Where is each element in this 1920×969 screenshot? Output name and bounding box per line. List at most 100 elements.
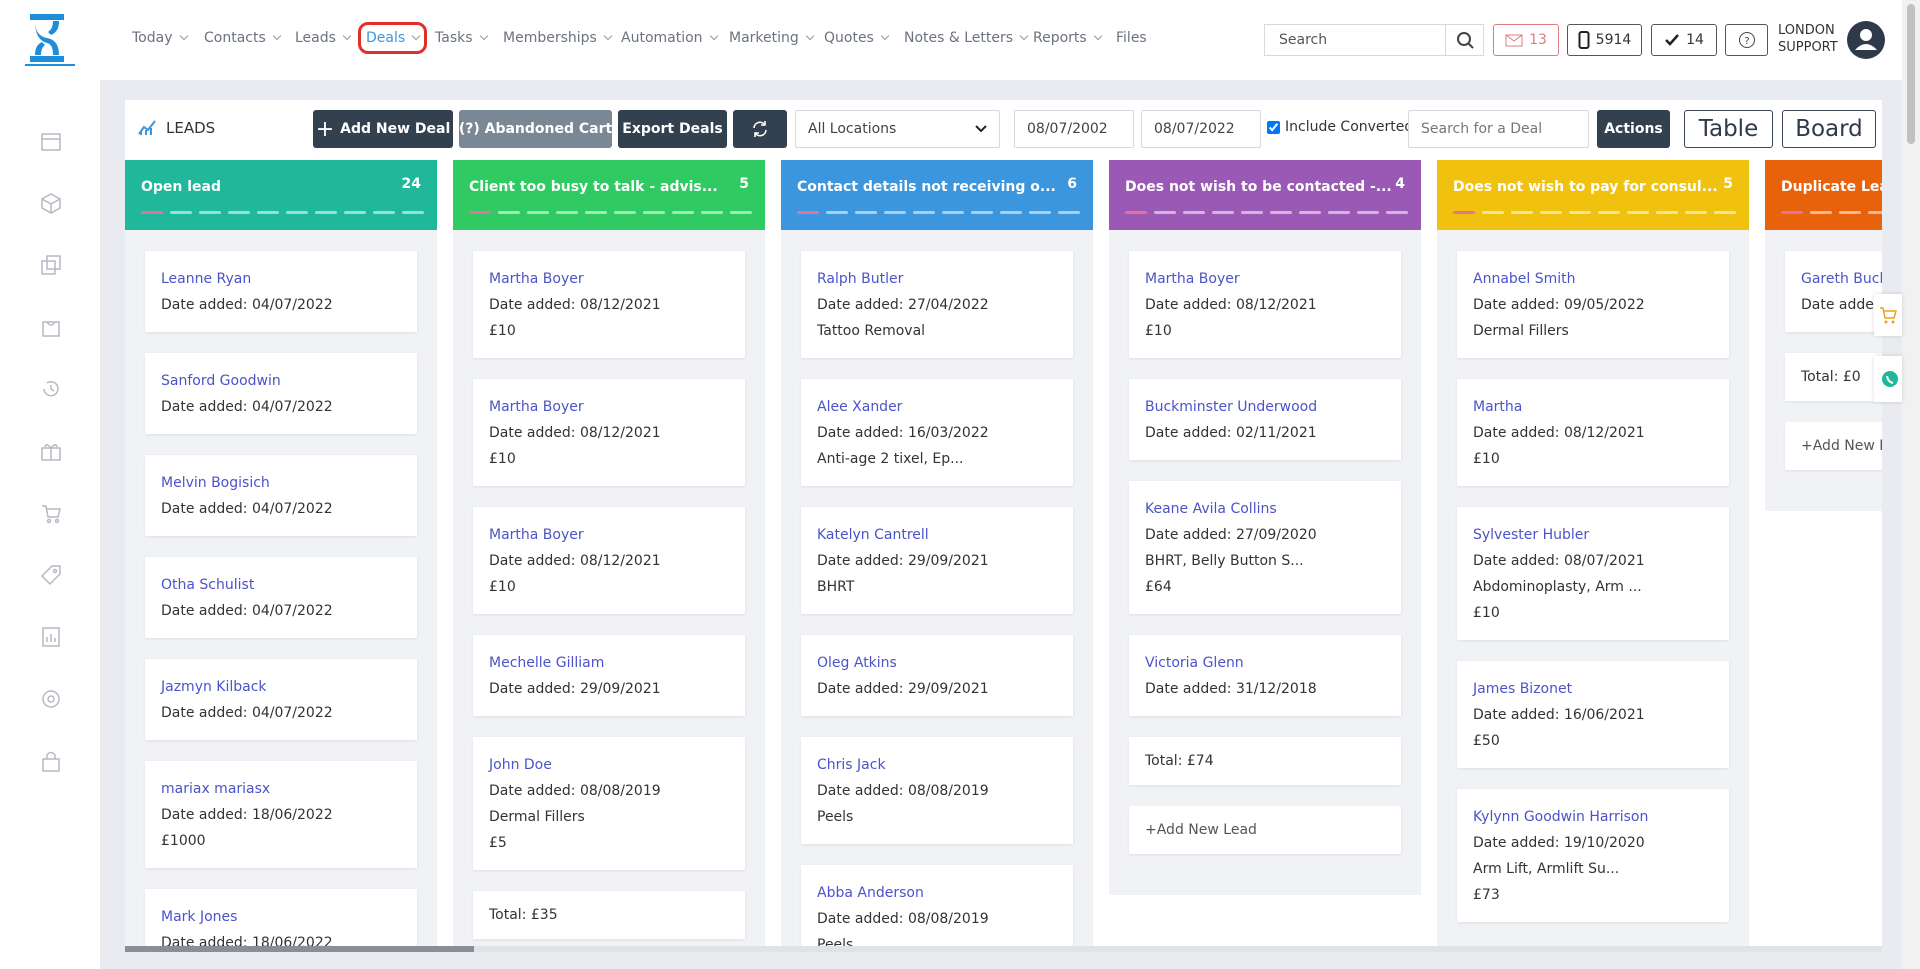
deal-name[interactable]: Kylynn Goodwin Harrison	[1473, 809, 1649, 825]
deal-card[interactable]: Mark Jones Date added: 18/06/2022	[145, 889, 417, 946]
include-converted[interactable]: Include Converted	[1267, 119, 1413, 135]
nav-item[interactable]: Contacts	[204, 30, 280, 46]
avatar[interactable]	[1846, 20, 1886, 60]
deal-name[interactable]: Gareth Buck	[1801, 271, 1882, 287]
deal-card[interactable]: Oleg Atkins Date added: 29/09/2021	[801, 635, 1073, 716]
nav-item[interactable]: Memberships	[503, 30, 611, 46]
deal-name[interactable]: Chris Jack	[817, 757, 886, 773]
deal-card[interactable]: Keane Avila Collins Date added: 27/09/202…	[1129, 481, 1401, 614]
location-select[interactable]: All Locations	[795, 110, 1000, 148]
nav-item[interactable]: Tasks	[435, 30, 487, 46]
support-icon[interactable]	[40, 688, 62, 710]
deal-card[interactable]: Kylynn Goodwin Harrison Date added: 19/10…	[1457, 789, 1729, 922]
deal-card[interactable]: Martha Boyer Date added: 08/12/2021 £10	[473, 507, 745, 614]
v-scrollbar[interactable]	[1902, 0, 1920, 969]
table-view-button[interactable]: Table	[1684, 110, 1773, 148]
deal-card[interactable]: Gareth Buck Date added:	[1785, 251, 1882, 332]
deal-card[interactable]: Melvin Bogisich Date added: 04/07/2022	[145, 455, 417, 536]
mail-button[interactable]: 13	[1493, 24, 1559, 56]
nav-item[interactable]: Reports	[1033, 30, 1101, 46]
cart-tab[interactable]	[1874, 294, 1902, 336]
deal-name[interactable]: Abba Anderson	[817, 885, 924, 901]
deal-card[interactable]: Martha Boyer Date added: 08/12/2021 £10	[1129, 251, 1401, 358]
bag-icon[interactable]	[40, 316, 62, 338]
deal-card[interactable]: Martha Boyer Date added: 08/12/2021 £10	[473, 251, 745, 358]
deal-name[interactable]: Oleg Atkins	[817, 655, 897, 671]
phone-tab[interactable]	[1874, 356, 1902, 402]
deal-name[interactable]: Ralph Butler	[817, 271, 904, 287]
deal-name[interactable]: Katelyn Cantrell	[817, 527, 929, 543]
add-lead-label[interactable]: +Add New Lead	[1801, 438, 1882, 454]
logo[interactable]	[25, 12, 75, 68]
tasks-button[interactable]: 14	[1651, 24, 1717, 56]
nav-item[interactable]: Marketing	[729, 30, 813, 46]
deal-card[interactable]: Jazmyn Kilback Date added: 04/07/2022	[145, 659, 417, 740]
gift-icon[interactable]	[40, 440, 62, 462]
deal-card[interactable]: Buckminster Underwood Date added: 02/11/2…	[1129, 379, 1401, 460]
deal-name[interactable]: Melvin Bogisich	[161, 475, 270, 491]
deal-name[interactable]: Alee Xander	[817, 399, 903, 415]
deal-name[interactable]: James Bizonet	[1473, 681, 1573, 697]
deal-name[interactable]: mariax mariasx	[161, 781, 271, 797]
deal-card[interactable]: Otha Schulist Date added: 04/07/2022	[145, 557, 417, 638]
phone-button[interactable]: 5914	[1567, 24, 1642, 56]
abandoned-cart-button[interactable]: (?) Abandoned Cart	[459, 110, 612, 148]
deal-name[interactable]: Mechelle Gilliam	[489, 655, 605, 671]
nav-item[interactable]: Files	[1116, 30, 1147, 46]
deal-name[interactable]: Martha Boyer	[489, 399, 584, 415]
deal-card[interactable]: Leanne Ryan Date added: 04/07/2022	[145, 251, 417, 332]
history-icon[interactable]	[40, 378, 62, 400]
deal-name[interactable]: Annabel Smith	[1473, 271, 1576, 287]
nav-item[interactable]: Automation	[621, 30, 717, 46]
deal-name[interactable]: Martha Boyer	[489, 527, 584, 543]
deal-name[interactable]: Keane Avila Collins	[1145, 501, 1277, 517]
deal-card[interactable]: Annabel Smith Date added: 09/05/2022 Derma…	[1457, 251, 1729, 358]
h-scrollbar[interactable]	[125, 946, 1882, 952]
deal-name[interactable]: Leanne Ryan	[161, 271, 252, 287]
deal-name[interactable]: Jazmyn Kilback	[161, 679, 267, 695]
deal-card[interactable]: Abba Anderson Date added: 08/08/2019 Peels	[801, 865, 1073, 946]
deal-card[interactable]: mariax mariasx Date added: 18/06/2022 £100…	[145, 761, 417, 868]
deal-name[interactable]: Mark Jones	[161, 909, 238, 925]
nav-item[interactable]: Leads	[295, 30, 350, 46]
box-icon[interactable]	[40, 192, 62, 214]
copy-icon[interactable]	[40, 254, 62, 276]
deal-card[interactable]: Alee Xander Date added: 16/03/2022 Anti-ag…	[801, 379, 1073, 486]
help-button[interactable]: ?	[1725, 24, 1768, 56]
deal-name[interactable]: Martha Boyer	[489, 271, 584, 287]
add-deal-button[interactable]: + Add New Deal	[313, 110, 453, 148]
nav-item[interactable]: Quotes	[824, 30, 888, 46]
add-lead-card[interactable]: +Add New Lead	[1129, 806, 1401, 854]
cart-icon[interactable]	[40, 502, 62, 524]
deal-card[interactable]: Martha Date added: 08/12/2021 £10	[1457, 379, 1729, 486]
actions-button[interactable]: Actions	[1597, 110, 1670, 148]
deal-card[interactable]: Victoria Glenn Date added: 31/12/2018	[1129, 635, 1401, 716]
date-from[interactable]: 08/07/2002	[1014, 110, 1134, 148]
date-to[interactable]: 08/07/2022	[1141, 110, 1261, 148]
report-icon[interactable]	[40, 626, 62, 648]
deal-name[interactable]: Victoria Glenn	[1145, 655, 1244, 671]
scroll-thumb[interactable]	[1907, 4, 1915, 144]
checkbox[interactable]	[1267, 120, 1280, 134]
scroll-thumb[interactable]	[125, 946, 474, 952]
deal-card[interactable]: Sylvester Hubler Date added: 08/07/2021 Ab…	[1457, 507, 1729, 640]
tag-icon[interactable]	[40, 564, 62, 586]
deal-name[interactable]: Martha	[1473, 399, 1523, 415]
nav-item[interactable]: Notes & Letters	[904, 30, 1027, 46]
add-lead-card[interactable]: +Add New Lead	[1785, 422, 1882, 470]
board-view-button[interactable]: Board	[1782, 110, 1876, 148]
calendar-icon[interactable]	[40, 130, 62, 152]
add-lead-label[interactable]: +Add New Lead	[1145, 822, 1257, 838]
deal-name[interactable]: Sylvester Hubler	[1473, 527, 1590, 543]
deal-card[interactable]: Katelyn Cantrell Date added: 29/09/2021 BH…	[801, 507, 1073, 614]
deal-search[interactable]: Search for a Deal	[1408, 110, 1589, 148]
deal-name[interactable]: Buckminster Underwood	[1145, 399, 1318, 415]
deal-name[interactable]: John Doe	[489, 757, 552, 773]
deal-card[interactable]: Chris Jack Date added: 08/08/2019 Peels	[801, 737, 1073, 844]
search-box[interactable]: Search	[1264, 24, 1484, 56]
deal-card[interactable]: Martha Boyer Date added: 08/12/2021 £10	[473, 379, 745, 486]
nav-item[interactable]: Today	[132, 30, 187, 46]
deal-card[interactable]: Mechelle Gilliam Date added: 29/09/2021	[473, 635, 745, 716]
deal-name[interactable]: Martha Boyer	[1145, 271, 1240, 287]
search-icon[interactable]	[1445, 25, 1483, 55]
